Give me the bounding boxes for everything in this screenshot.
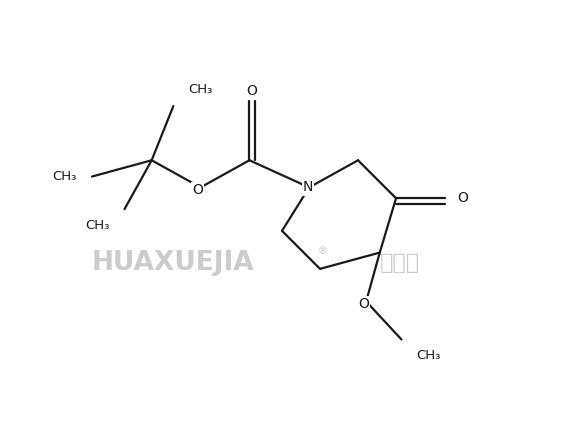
Text: O: O	[457, 191, 468, 205]
Text: CH₃: CH₃	[85, 219, 109, 232]
Text: HUAXUEJIA: HUAXUEJIA	[92, 250, 254, 276]
Text: 化学加: 化学加	[380, 253, 420, 273]
Text: ®: ®	[318, 246, 328, 257]
Text: CH₃: CH₃	[52, 170, 77, 183]
Text: N: N	[303, 180, 313, 194]
Text: CH₃: CH₃	[417, 349, 441, 362]
Text: CH₃: CH₃	[188, 83, 213, 96]
Text: O: O	[358, 297, 369, 311]
Text: O: O	[246, 84, 258, 98]
Text: O: O	[192, 183, 203, 197]
